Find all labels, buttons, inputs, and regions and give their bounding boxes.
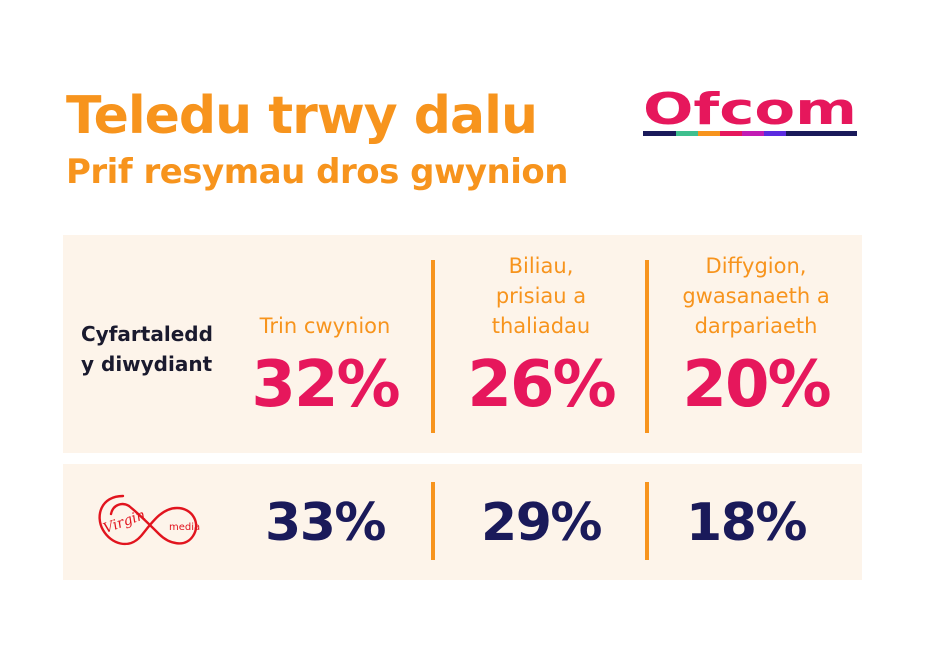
page-title: Teledu trwy dalu: [66, 86, 538, 146]
category-heading-line: Diffygion,: [705, 254, 807, 278]
category-faults: Diffygion, gwasanaeth a darpariaeth 20%: [661, 235, 851, 453]
category-complaint-handling: Trin cwynion 32%: [235, 235, 415, 453]
svg-text:media: media: [169, 522, 200, 533]
category-heading-line: darpariaeth: [694, 314, 818, 338]
virgin-percentage: 18%: [686, 493, 807, 553]
category-heading-line: Biliau,: [508, 254, 574, 278]
column-divider: [431, 482, 435, 560]
svg-text:Virgin: Virgin: [101, 507, 147, 537]
industry-average-label-line1: Cyfartaledd: [81, 322, 213, 346]
category-heading-line: Trin cwynion: [259, 314, 391, 338]
category-heading-line: prisiau a: [495, 284, 587, 308]
virgin-percentage: 33%: [265, 493, 386, 553]
category-billing: Biliau, prisiau a thaliadau 26%: [451, 235, 631, 453]
industry-percentage: 32%: [251, 348, 400, 422]
column-divider: [431, 260, 435, 433]
column-divider: [645, 482, 649, 560]
industry-average-panel: Cyfartaledd y diwydiant Trin cwynion 32%…: [63, 235, 862, 453]
category-heading: Biliau, prisiau a thaliadau: [451, 251, 631, 341]
ofcom-logo: Ofcom: [643, 86, 857, 136]
industry-average-label-line2: y diwydiant: [81, 352, 213, 376]
category-heading: Trin cwynion: [235, 311, 415, 341]
svg-text:Ofcom: Ofcom: [643, 86, 857, 135]
industry-percentage: 26%: [467, 348, 616, 422]
industry-percentage: 20%: [682, 348, 831, 422]
category-heading-line: gwasanaeth a: [682, 284, 830, 308]
category-heading: Diffygion, gwasanaeth a darpariaeth: [661, 251, 851, 341]
column-divider: [645, 260, 649, 433]
virgin-value-billing: 29%: [451, 464, 631, 580]
industry-average-label: Cyfartaledd y diwydiant: [81, 319, 213, 379]
virgin-media-panel: Virgin media 33% 29% 18%: [63, 464, 862, 580]
virgin-percentage: 29%: [481, 493, 602, 553]
virgin-media-logo: Virgin media: [98, 494, 200, 546]
category-heading-line: thaliadau: [491, 314, 591, 338]
virgin-value-faults: 18%: [661, 464, 831, 580]
virgin-value-complaint-handling: 33%: [235, 464, 415, 580]
page-subtitle: Prif resymau dros gwynion: [66, 152, 568, 192]
